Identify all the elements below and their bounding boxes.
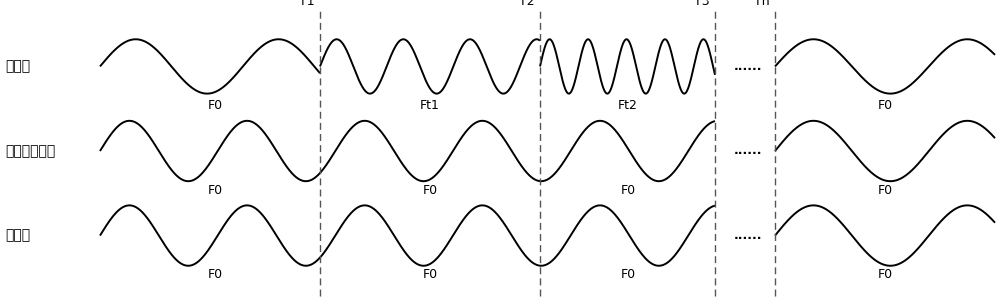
Text: T3: T3: [694, 0, 710, 8]
Text: F0: F0: [207, 268, 223, 281]
Text: F0: F0: [877, 268, 893, 281]
Text: F0: F0: [422, 184, 438, 197]
Text: F0: F0: [207, 184, 223, 197]
Text: Ft1: Ft1: [420, 99, 440, 112]
Text: 接收机: 接收机: [5, 229, 30, 243]
Text: F0: F0: [877, 99, 893, 112]
Text: 发射自由时钟: 发射自由时钟: [5, 144, 55, 158]
Text: T2: T2: [519, 0, 535, 8]
Text: Ft2: Ft2: [618, 99, 638, 112]
Text: F0: F0: [207, 99, 223, 112]
Text: Tn: Tn: [754, 0, 770, 8]
Text: ......: ......: [734, 144, 762, 158]
Text: ......: ......: [734, 60, 762, 73]
Text: ......: ......: [734, 229, 762, 242]
Text: F0: F0: [422, 268, 438, 281]
Text: F0: F0: [620, 268, 636, 281]
Text: T1: T1: [299, 0, 315, 8]
Text: F0: F0: [877, 184, 893, 197]
Text: 发射机: 发射机: [5, 59, 30, 73]
Text: F0: F0: [620, 184, 636, 197]
